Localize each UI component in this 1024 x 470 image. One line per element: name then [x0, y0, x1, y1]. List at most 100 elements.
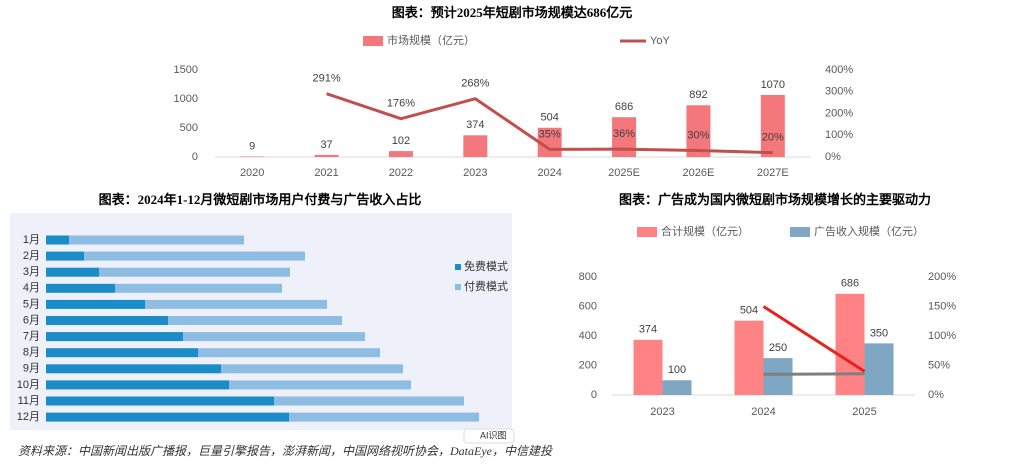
- data-label: 350: [870, 327, 888, 339]
- bar-segment: [46, 348, 198, 358]
- bar-segment: [46, 332, 183, 342]
- y-tick-label: 1月: [23, 234, 40, 246]
- bar-segment: [145, 299, 327, 309]
- y2-tick-label: 0%: [825, 151, 841, 163]
- ai-button[interactable]: AI识图: [463, 428, 515, 444]
- bar-segment: [168, 316, 342, 325]
- y-tick-label: 0: [591, 389, 597, 401]
- bar-segment: [46, 267, 99, 277]
- bar-segment: [274, 396, 464, 406]
- x-tick-label: 2021: [314, 167, 338, 179]
- bar: [760, 94, 785, 157]
- bar: [864, 343, 894, 395]
- bar-segment: [46, 380, 229, 390]
- x-tick-label: 2024: [537, 167, 561, 179]
- line: [326, 92, 773, 155]
- bar: [240, 156, 265, 157]
- bar-segment: [229, 380, 411, 390]
- legend-label: YoY: [650, 35, 670, 47]
- bar: [388, 151, 413, 157]
- y-tick-label: 800: [579, 271, 597, 283]
- legend-swatch: [363, 36, 383, 46]
- x-tick-label: 2025E: [608, 167, 640, 179]
- bar: [835, 293, 865, 395]
- legend-label: 免费模式: [464, 259, 508, 273]
- y-tick-label: 500: [180, 122, 198, 134]
- line: [763, 372, 865, 376]
- data-label: 268%: [461, 78, 489, 90]
- y2-tick-label: 100%: [825, 129, 853, 141]
- data-label: 9: [249, 140, 255, 152]
- legend-label: 付费模式: [464, 280, 508, 293]
- bar-segment: [46, 283, 115, 293]
- x-tick-label: 2022: [389, 167, 413, 179]
- bar: [633, 339, 663, 395]
- data-label: 374: [639, 324, 657, 336]
- x-tick-label: 2020: [240, 167, 264, 179]
- x-tick-label: 2023: [463, 167, 487, 179]
- data-label: 36%: [613, 128, 635, 140]
- ai-button-box[interactable]: [463, 428, 515, 444]
- bar-segment: [84, 251, 305, 261]
- y-tick-label: 12月: [17, 411, 40, 423]
- data-label: 892: [689, 89, 707, 101]
- y-tick-label: 200: [579, 359, 597, 371]
- bar-segment: [221, 364, 403, 374]
- x-tick-label: 2027E: [757, 167, 789, 179]
- bar: [734, 320, 764, 395]
- bar-segment: [183, 332, 365, 342]
- y-tick-label: 6月: [23, 314, 40, 326]
- x-tick-label: 2023: [650, 406, 674, 418]
- data-label: 291%: [312, 73, 340, 85]
- bar-segment: [289, 412, 479, 422]
- y2-tick-label: 150%: [928, 300, 956, 312]
- ai-button-label[interactable]: AI识图: [480, 430, 507, 440]
- chart-title: 图表：广告成为国内微短剧市场规模增长的主要驱动力: [619, 192, 931, 207]
- bar-segment: [46, 299, 145, 309]
- data-label: 176%: [387, 98, 415, 110]
- y-tick-label: 9月: [23, 363, 40, 375]
- x-tick-label: 2024: [751, 406, 775, 418]
- bar-segment: [46, 412, 289, 422]
- legend-swatch: [790, 227, 810, 237]
- data-label: 504: [541, 112, 559, 124]
- y2-tick-label: 0%: [928, 389, 944, 401]
- bar-segment: [46, 396, 274, 406]
- bar-segment: [46, 251, 84, 261]
- data-label: 102: [392, 135, 410, 147]
- bar: [763, 358, 793, 395]
- y2-tick-label: 400%: [825, 64, 853, 76]
- y-tick-label: 3月: [23, 266, 40, 278]
- y2-tick-label: 300%: [825, 86, 853, 98]
- y-tick-label: 8月: [23, 347, 40, 359]
- chart-title: 图表：2024年1-12月微短剧市场用户付费与广告收入占比: [99, 192, 422, 207]
- bar-segment: [198, 348, 380, 358]
- data-label: 686: [841, 278, 859, 290]
- y2-tick-label: 100%: [928, 330, 956, 342]
- line: [762, 305, 866, 373]
- bar-segment: [69, 235, 244, 245]
- y2-tick-label: 200%: [928, 271, 956, 283]
- legend-label: 市场规模（亿元）: [387, 33, 475, 47]
- chart-title: 图表：预计2025年短剧市场规模达686亿元: [392, 5, 633, 20]
- data-label: 250: [769, 342, 787, 354]
- data-label: 374: [466, 119, 484, 131]
- bar: [463, 135, 488, 157]
- y-tick-label: 1000: [174, 93, 198, 105]
- legend-swatch: [455, 284, 461, 290]
- legend-swatch: [455, 264, 461, 270]
- y-tick-label: 1500: [174, 64, 198, 76]
- legend-label: 合计规模（亿元）: [661, 224, 749, 238]
- bar-segment: [46, 316, 168, 325]
- y-tick-label: 4月: [23, 282, 40, 294]
- data-label: 37: [320, 139, 332, 151]
- y-tick-label: 7月: [23, 331, 40, 343]
- x-tick-label: 2026E: [683, 167, 715, 179]
- bar-segment: [46, 364, 221, 374]
- data-label: 1070: [761, 79, 785, 91]
- bar-segment: [115, 283, 282, 293]
- y2-tick-label: 200%: [825, 107, 853, 119]
- data-label: 686: [615, 101, 633, 113]
- y-tick-label: 0: [192, 151, 198, 163]
